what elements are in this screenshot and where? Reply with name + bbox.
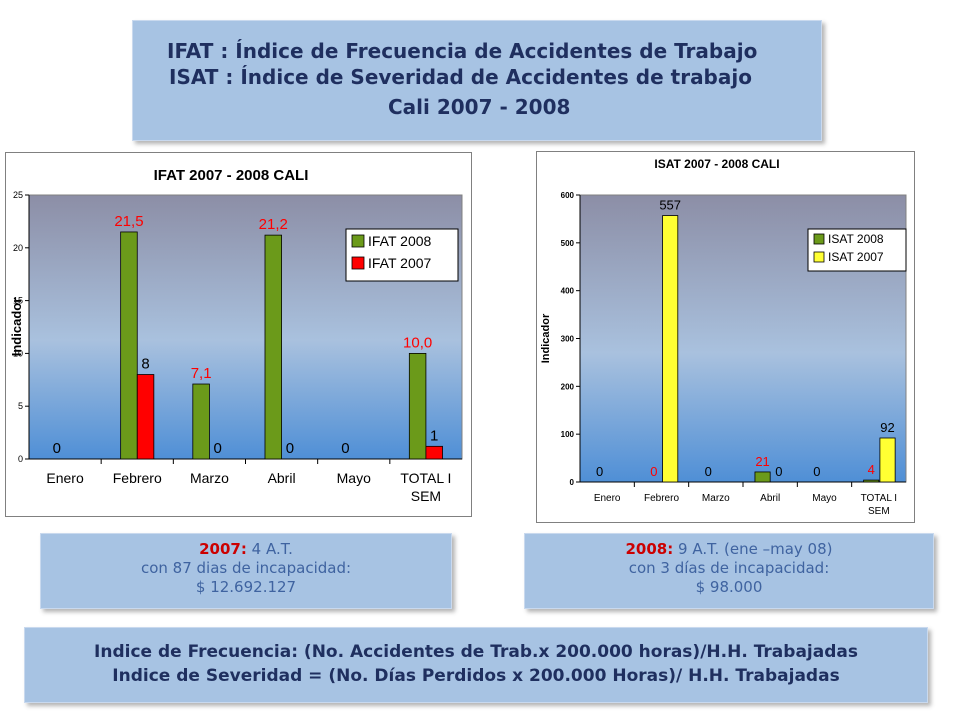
isat-data-label: 4 [868,462,875,477]
isat-y-tick-label: 500 [561,239,575,248]
isat-bar-isat-2007 [662,215,679,483]
title-panel: IFAT : Índice de Frecuencia de Accidente… [132,20,822,141]
isat-x-tick-label: TOTAL I [861,493,898,504]
summary-2007-year: 2007: [199,540,247,558]
ifat-data-label: 0 [214,440,222,457]
formula-panel: Indice de Frecuencia: (No. Accidentes de… [24,627,928,703]
ifat-x-tick-label: SEM [411,488,441,504]
title-line-ifat: IFAT : Índice de Frecuencia de Accidente… [167,39,758,63]
ifat-bar-ifat-2007 [136,374,155,460]
ifat-data-label: 10,0 [403,334,432,351]
isat-legend-swatch [813,251,825,263]
isat-data-label: 557 [659,198,681,213]
isat-bar-isat-2007 [879,437,896,483]
ifat-x-tick-label: Enero [46,470,84,486]
isat-chart-title: ISAT 2007 - 2008 CALI [654,157,779,171]
isat-x-tick-label: Enero [594,493,621,504]
ifat-y-tick-label: 15 [13,296,23,306]
ifat-data-label: 0 [286,440,294,457]
isat-data-label: 0 [813,464,820,479]
isat-x-tick-label: SEM [868,506,890,517]
isat-x-tick-label: Febrero [644,493,679,504]
isat-x-tick-label: Mayo [812,493,837,504]
ifat-bar-ifat-2008 [408,352,427,460]
ifat-bar-ifat-2008 [192,383,210,460]
ifat-legend-swatch [351,234,365,248]
isat-data-label: 92 [880,420,894,435]
isat-legend-label: ISAT 2008 [828,232,884,246]
title-line-period: Cali 2007 - 2008 [388,95,571,119]
formula-frequency: Indice de Frecuencia: (No. Accidentes de… [94,642,858,662]
ifat-bar-ifat-2007 [425,445,443,460]
isat-y-tick-label: 300 [561,335,575,344]
summary-2008-cost: $ 98.000 [695,578,763,596]
ifat-x-tick-label: Abril [268,470,296,486]
ifat-data-label: 21,2 [259,216,288,233]
isat-y-tick-label: 400 [561,287,575,296]
isat-bar-isat-2008 [754,471,771,483]
ifat-bar-ifat-2008 [264,234,282,460]
summary-2008-days: con 3 días de incapacidad: [628,559,830,577]
isat-chart: ISAT 2007 - 2008 CALI 0 100 200 300 400 500 600… [536,151,915,523]
title-line-isat: ISAT : Índice de Severidad de Accidentes… [169,65,752,89]
isat-x-tick-label: Marzo [702,493,730,504]
ifat-legend-label: IFAT 2008 [368,233,432,249]
isat-x-tick-label: Abril [760,493,780,504]
summary-2008-count: 9 A.T. (ene –may 08) [673,540,833,558]
formula-severity: Indice de Severidad = (No. Días Perdidos… [112,666,840,686]
isat-data-label: 0 [705,464,712,479]
ifat-legend-label: IFAT 2007 [368,255,432,271]
summary-2007: 2007: 4 A.T. con 87 dias de incapacidad:… [40,533,452,609]
isat-chart-svg: ISAT 2007 - 2008 CALI0100200300400500600… [540,157,907,517]
ifat-y-tick-label: 10 [13,348,23,358]
isat-y-tick-label: 0 [570,478,575,487]
ifat-y-tick-label: 20 [13,243,23,253]
isat-y-tick-label: 600 [561,191,575,200]
isat-data-label: 0 [650,464,657,479]
isat-data-label: 0 [596,464,603,479]
isat-y-tick-label: 100 [561,430,575,439]
summary-2008-year: 2008: [625,540,674,558]
ifat-data-label: 7,1 [191,365,212,382]
isat-y-axis-label: Indicador [540,313,552,363]
isat-bar-isat-2008 [863,479,880,483]
summary-2007-days: con 87 dias de incapacidad: [140,559,352,577]
ifat-data-label: 21,5 [114,213,143,230]
ifat-x-tick-label: Febrero [113,470,162,486]
summary-2007-count: 4 A.T. [246,540,293,558]
ifat-legend-swatch [351,256,365,270]
ifat-chart-title: IFAT 2007 - 2008 CALI [154,167,309,184]
isat-data-label: 0 [775,464,782,479]
ifat-data-label: 8 [141,356,149,373]
isat-y-tick-label: 200 [561,382,575,391]
ifat-x-tick-label: Mayo [337,470,371,486]
ifat-data-label: 0 [53,440,61,457]
isat-data-label: 21 [755,454,769,469]
summary-2008: 2008: 9 A.T. (ene –may 08) con 3 días de… [524,533,934,609]
ifat-x-tick-label: Marzo [190,470,229,486]
ifat-bar-ifat-2008 [120,231,138,460]
ifat-x-tick-label: TOTAL I [400,470,451,486]
ifat-y-tick-label: 25 [13,190,23,200]
ifat-y-tick-label: 0 [18,454,23,464]
isat-legend-swatch [813,233,825,245]
ifat-legend [345,228,459,282]
ifat-data-label: 1 [430,427,438,444]
summary-2007-cost: $ 12.692.127 [195,578,297,596]
ifat-chart-svg: IFAT 2007 - 2008 CALI0510152025Indicador… [9,167,463,504]
ifat-y-tick-label: 5 [18,401,23,411]
ifat-y-axis-label: Indicador [9,298,24,357]
ifat-data-label: 0 [341,440,349,457]
isat-legend-label: ISAT 2007 [828,250,884,264]
ifat-chart: IFAT 2007 - 2008 CALI 0 5 10 15 20 25 Indicador… [5,152,472,517]
